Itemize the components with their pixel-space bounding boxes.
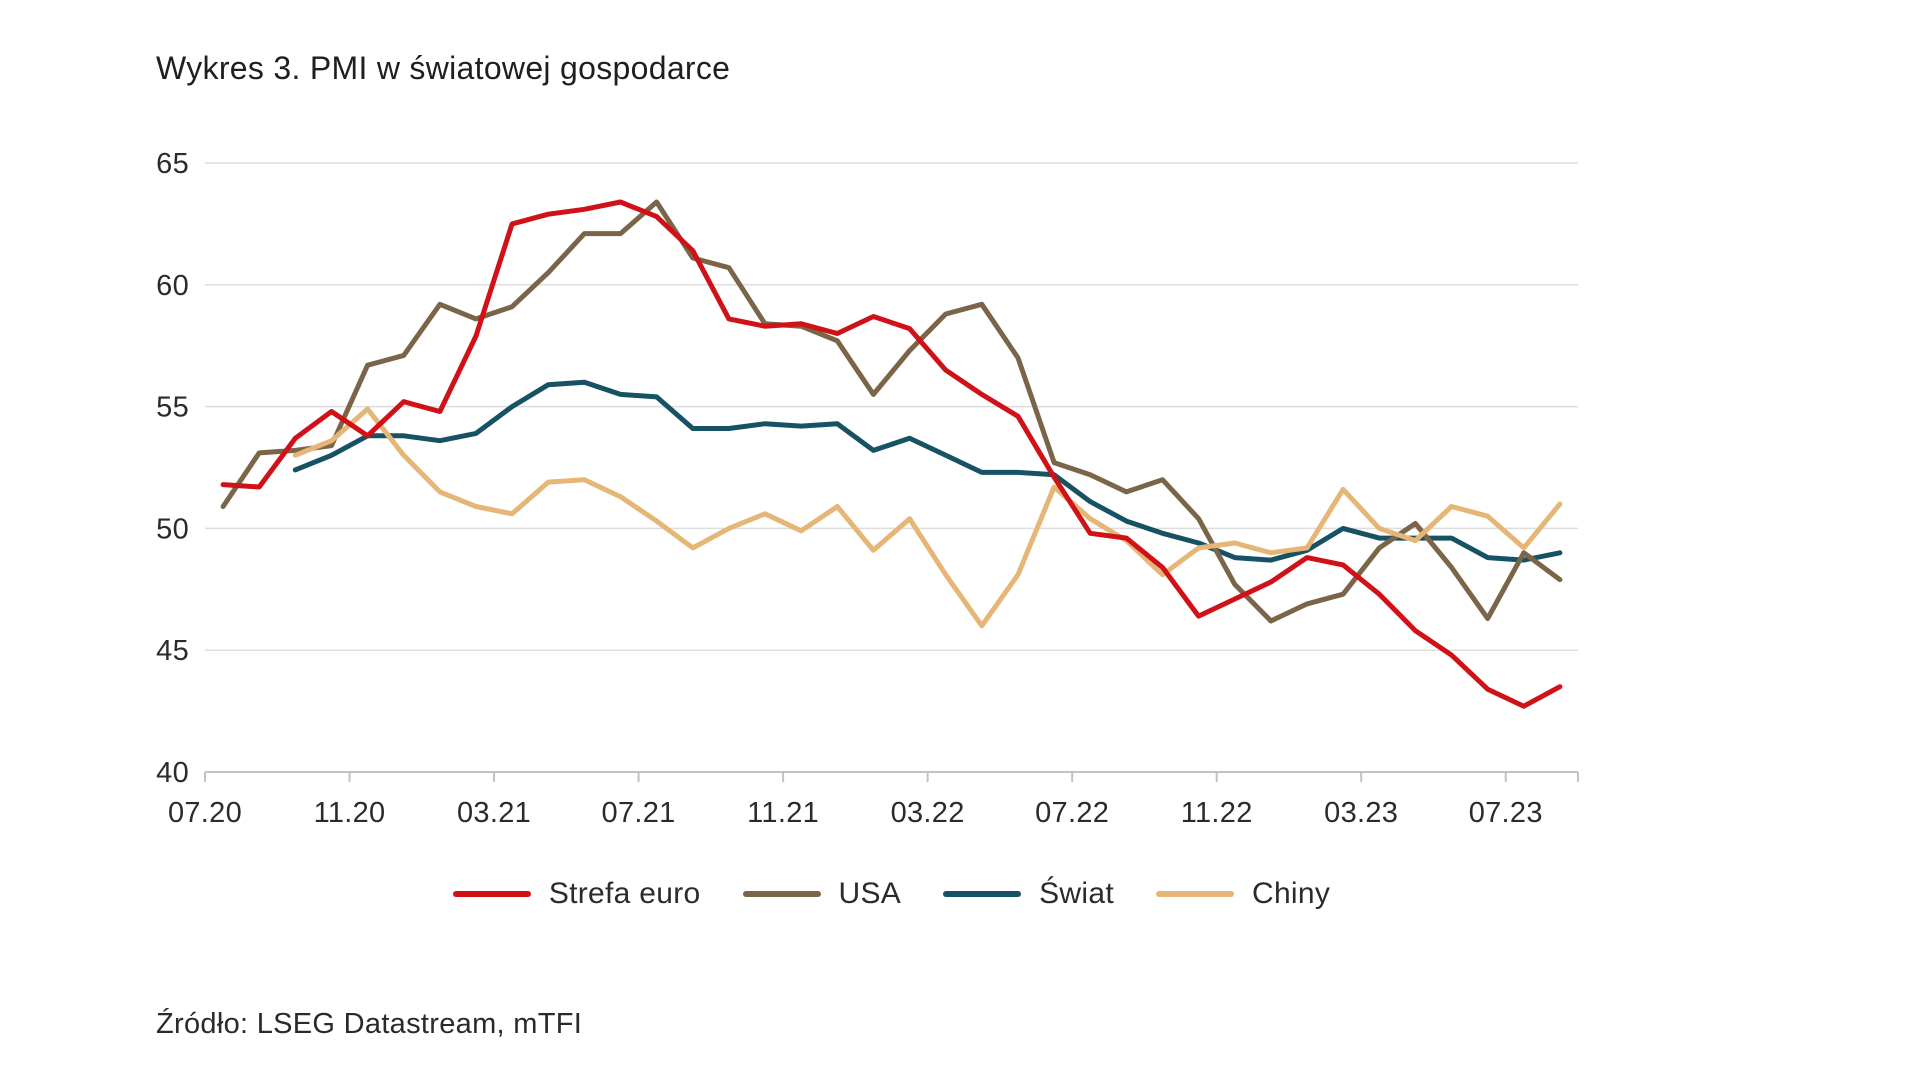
- x-tick-label-07-22: 07.22: [1035, 797, 1109, 829]
- x-tick-label-11-20: 11.20: [314, 797, 386, 829]
- legend-item-chiny: Chiny: [1155, 877, 1331, 911]
- y-tick-label-65: 65: [156, 148, 189, 180]
- x-tick-label-07-23: 07.23: [1469, 797, 1543, 829]
- legend-label-swiat: Świat: [1039, 877, 1114, 910]
- x-tick-label-07-20: 07.20: [168, 797, 242, 829]
- legend-label-usa: USA: [838, 877, 902, 910]
- x-tick-label-03-21: 03.21: [457, 797, 531, 829]
- y-tick-label-40: 40: [156, 757, 189, 789]
- x-tick-label-11-21: 11.21: [747, 797, 819, 829]
- x-tick-label-03-22: 03.22: [891, 797, 965, 829]
- y-tick-label-55: 55: [156, 392, 189, 424]
- series-line-chiny: [292, 406, 1563, 629]
- y-tick-label-60: 60: [156, 270, 189, 302]
- series-line-swiat: [292, 379, 1563, 563]
- chart-title: Wykres 3. PMI w światowej gospodarce: [156, 50, 731, 86]
- legend-swatch-strefa-euro: [452, 891, 531, 897]
- legend-item-strefa-euro: Strefa euro: [452, 877, 701, 911]
- legend-swatch-chiny: [1155, 891, 1234, 897]
- legend-swatch-swiat: [943, 891, 1022, 897]
- legend-label-chiny: Chiny: [1251, 877, 1331, 910]
- y-tick-label-45: 45: [156, 635, 189, 667]
- series-line-strefa-euro: [220, 199, 1563, 709]
- source-note: Źródło: LSEG Datastream, mTFI: [156, 1008, 583, 1040]
- chart-legend: Strefa euro USA Świat Chiny: [205, 876, 1578, 912]
- legend-swatch-usa: [742, 891, 821, 897]
- legend-item-usa: USA: [742, 877, 902, 911]
- legend-label-strefa-euro: Strefa euro: [548, 877, 701, 910]
- series-line-usa: [220, 199, 1563, 624]
- x-tick-label-11-22: 11.22: [1181, 797, 1253, 829]
- y-tick-label-50: 50: [156, 513, 189, 545]
- x-tick-label-03-23: 03.23: [1324, 797, 1398, 829]
- x-tick-label-07-21: 07.21: [602, 797, 676, 829]
- legend-item-swiat: Świat: [943, 877, 1114, 911]
